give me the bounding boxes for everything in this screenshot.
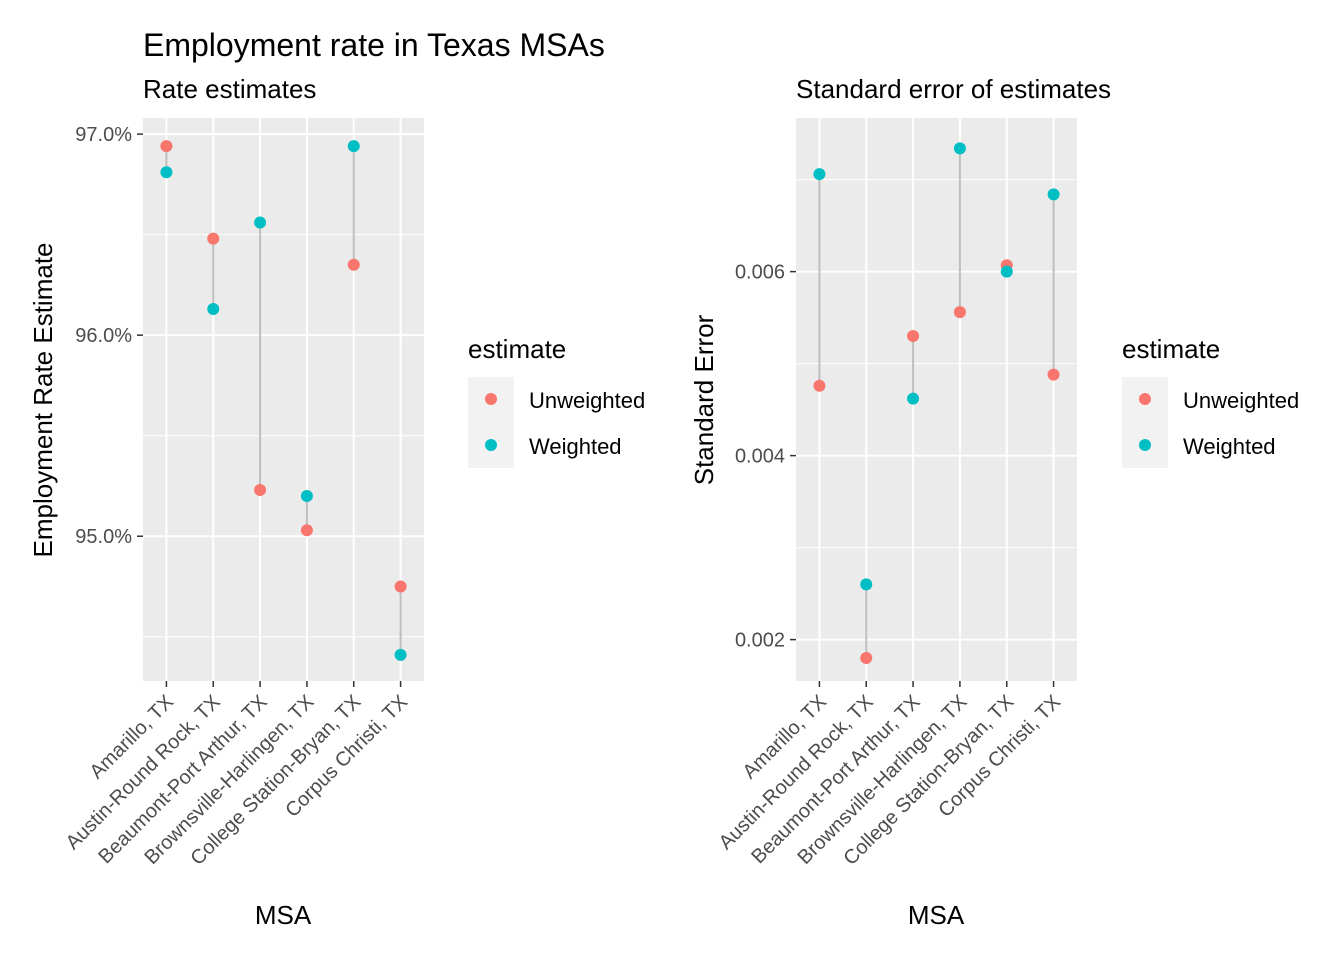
rate-point-weighted-brownsville-harlingen-tx <box>300 490 313 503</box>
rate-panel-subtitle: Rate estimates <box>143 74 316 104</box>
se-y-tick-label: 0.004 <box>735 446 785 468</box>
rate-point-weighted-corpus-christi-tx <box>394 648 407 661</box>
rate-y-axis-title: Employment Rate Estimate <box>28 242 58 557</box>
rate-plot-background <box>143 118 424 681</box>
se-legend-key-bg <box>1122 377 1168 468</box>
rate-y-tick-label: 96.0% <box>75 325 132 347</box>
se-legend-key-weighted <box>1139 439 1151 451</box>
se-panel-subtitle: Standard error of estimates <box>796 74 1111 104</box>
rate-legend-title: estimate <box>468 334 566 364</box>
se-point-weighted-brownsville-harlingen-tx <box>953 142 966 155</box>
se-point-weighted-college-station-bryan-tx <box>1000 265 1013 278</box>
rate-legend-label-unweighted: Unweighted <box>529 388 645 413</box>
se-segments <box>818 148 1055 659</box>
se-legend-label-unweighted: Unweighted <box>1183 388 1299 413</box>
rate-point-weighted-amarillo-tx <box>160 166 173 179</box>
se-point-weighted-amarillo-tx <box>813 168 826 181</box>
se-legend-key-unweighted <box>1139 393 1151 405</box>
se-y-tick-label: 0.002 <box>735 630 785 652</box>
se-legend: estimate Unweighted Weighted <box>1122 334 1299 468</box>
rate-point-unweighted-brownsville-harlingen-tx <box>300 524 313 537</box>
se-point-weighted-beaumont-port-arthur-tx <box>907 392 920 405</box>
se-legend-label-weighted: Weighted <box>1183 434 1276 459</box>
se-point-weighted-austin-round-rock-tx <box>860 578 873 591</box>
rate-y-tick-label: 95.0% <box>75 526 132 548</box>
rate-point-weighted-austin-round-rock-tx <box>207 303 220 316</box>
rate-x-axis-title: MSA <box>255 900 312 930</box>
rate-point-weighted-beaumont-port-arthur-tx <box>254 216 267 229</box>
standard-error-panel: Standard error of estimates 0.0020.0040.… <box>689 74 1299 930</box>
se-point-weighted-corpus-christi-tx <box>1047 188 1060 201</box>
rate-point-unweighted-beaumont-port-arthur-tx <box>254 483 267 496</box>
se-y-tick-label: 0.006 <box>735 262 785 284</box>
se-points <box>813 142 1060 665</box>
rate-legend-key-bg <box>468 377 514 468</box>
rate-estimates-panel: Rate estimates 95.0% 96.0% 97.0% Amarillo,… <box>28 74 645 930</box>
rate-legend: estimate Unweighted Weighted <box>468 334 645 468</box>
se-point-unweighted-amarillo-tx <box>813 379 826 392</box>
rate-segments <box>165 146 402 655</box>
se-x-axis-title: MSA <box>908 900 965 930</box>
se-y-ticks: 0.002 0.004 0.006 <box>735 262 796 652</box>
se-point-unweighted-corpus-christi-tx <box>1047 368 1060 381</box>
rate-point-unweighted-austin-round-rock-tx <box>207 232 220 245</box>
figure-title: Employment rate in Texas MSAs <box>143 27 605 63</box>
rate-point-unweighted-amarillo-tx <box>160 140 173 153</box>
rate-point-unweighted-college-station-bryan-tx <box>347 258 360 271</box>
rate-point-weighted-college-station-bryan-tx <box>347 140 360 153</box>
rate-point-unweighted-corpus-christi-tx <box>394 580 407 593</box>
rate-legend-key-weighted <box>485 439 497 451</box>
rate-y-tick-label: 97.0% <box>75 124 132 146</box>
se-plot-background <box>796 118 1077 681</box>
se-point-unweighted-beaumont-port-arthur-tx <box>907 330 920 343</box>
se-legend-title: estimate <box>1122 334 1220 364</box>
se-y-axis-title: Standard Error <box>689 314 719 485</box>
se-point-unweighted-brownsville-harlingen-tx <box>953 306 966 319</box>
rate-legend-label-weighted: Weighted <box>529 434 622 459</box>
rate-points <box>160 140 407 661</box>
rate-legend-key-unweighted <box>485 393 497 405</box>
rate-y-ticks: 95.0% 96.0% 97.0% <box>75 124 143 548</box>
se-point-unweighted-austin-round-rock-tx <box>860 652 873 665</box>
